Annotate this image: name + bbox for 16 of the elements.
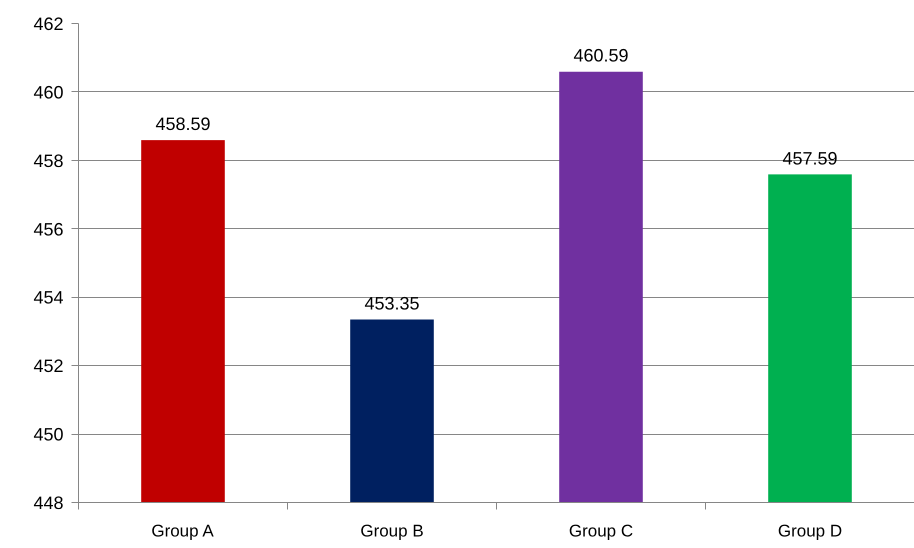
x-tick-label: Group A	[151, 522, 214, 540]
data-label: 457.59	[782, 148, 838, 168]
y-tick-label: 460	[33, 82, 64, 102]
y-tick-label: 458	[33, 150, 64, 171]
y-tick-label: 462	[33, 14, 64, 34]
y-tick-label: 454	[33, 288, 64, 308]
data-label: 458.59	[155, 114, 211, 134]
x-tick-label: Group D	[778, 522, 842, 540]
x-tick-label: Group C	[568, 522, 634, 540]
y-tick-label: 456	[33, 219, 64, 240]
y-tick-label: 448	[33, 493, 64, 513]
y-tick-label: 452	[33, 356, 64, 376]
y-tick-label: 450	[33, 424, 64, 445]
data-label: 453.35	[364, 293, 420, 314]
data-label: 460.59	[573, 46, 629, 66]
x-tick-label: Group B	[360, 522, 424, 540]
